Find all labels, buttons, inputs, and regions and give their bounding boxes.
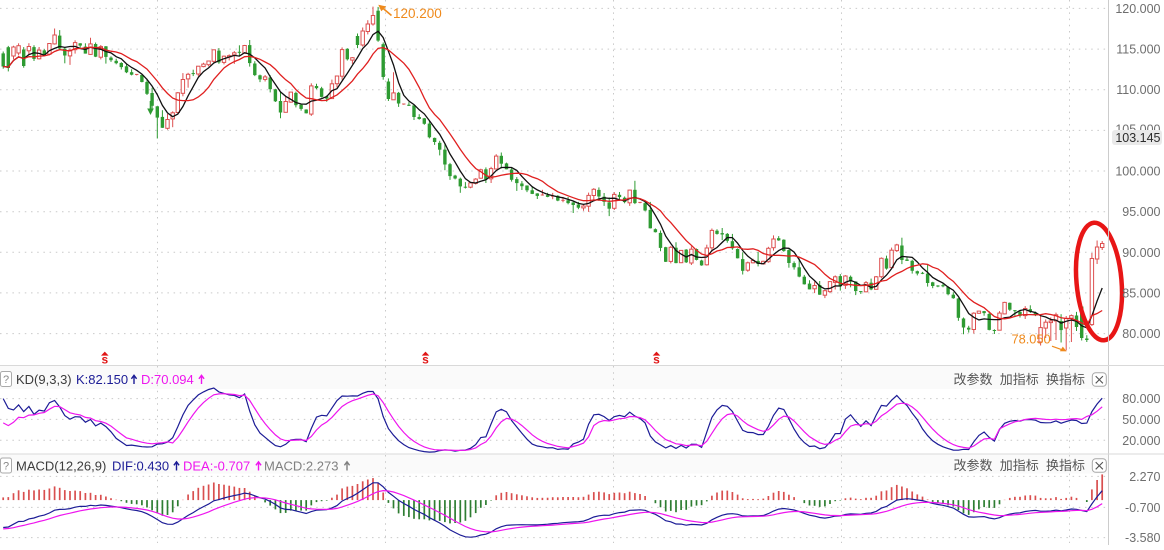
svg-text:80.000: 80.000 bbox=[1122, 327, 1160, 341]
svg-text:50.000: 50.000 bbox=[1122, 413, 1160, 427]
svg-text:?: ? bbox=[3, 374, 9, 386]
svg-text:MACD:2.273: MACD:2.273 bbox=[264, 459, 338, 474]
svg-text:95.000: 95.000 bbox=[1122, 205, 1160, 219]
svg-text:120.000: 120.000 bbox=[1115, 2, 1160, 16]
svg-text:s: s bbox=[422, 353, 429, 367]
svg-text:115.000: 115.000 bbox=[1116, 43, 1160, 57]
svg-text:110.000: 110.000 bbox=[1116, 83, 1160, 97]
svg-text:DEA:-0.707: DEA:-0.707 bbox=[183, 459, 250, 474]
svg-text:80.000: 80.000 bbox=[1122, 392, 1160, 406]
svg-text:120.200: 120.200 bbox=[393, 6, 442, 21]
svg-text:20.000: 20.000 bbox=[1122, 434, 1160, 448]
svg-text:2.270: 2.270 bbox=[1129, 470, 1160, 484]
svg-text:DIF:0.430: DIF:0.430 bbox=[112, 459, 169, 474]
svg-text:D:70.094: D:70.094 bbox=[141, 372, 194, 387]
svg-text:-3.580: -3.580 bbox=[1125, 531, 1160, 545]
svg-text:改参数 加指标 换指标: 改参数 加指标 换指标 bbox=[954, 458, 1085, 473]
svg-text:?: ? bbox=[3, 461, 9, 473]
svg-text:K:82.150: K:82.150 bbox=[76, 372, 128, 387]
svg-text:改参数 加指标 换指标: 改参数 加指标 换指标 bbox=[954, 372, 1085, 387]
svg-text:103.145: 103.145 bbox=[1115, 131, 1160, 145]
svg-text:78.050: 78.050 bbox=[1012, 332, 1051, 347]
svg-text:90.000: 90.000 bbox=[1122, 246, 1160, 260]
svg-text:100.000: 100.000 bbox=[1115, 165, 1160, 179]
svg-text:-0.700: -0.700 bbox=[1125, 501, 1160, 515]
svg-text:85.000: 85.000 bbox=[1122, 286, 1160, 300]
svg-text:KD(9,3,3): KD(9,3,3) bbox=[16, 372, 72, 387]
svg-text:s: s bbox=[653, 353, 660, 367]
svg-text:MACD(12,26,9): MACD(12,26,9) bbox=[16, 459, 106, 474]
svg-text:s: s bbox=[101, 353, 108, 367]
